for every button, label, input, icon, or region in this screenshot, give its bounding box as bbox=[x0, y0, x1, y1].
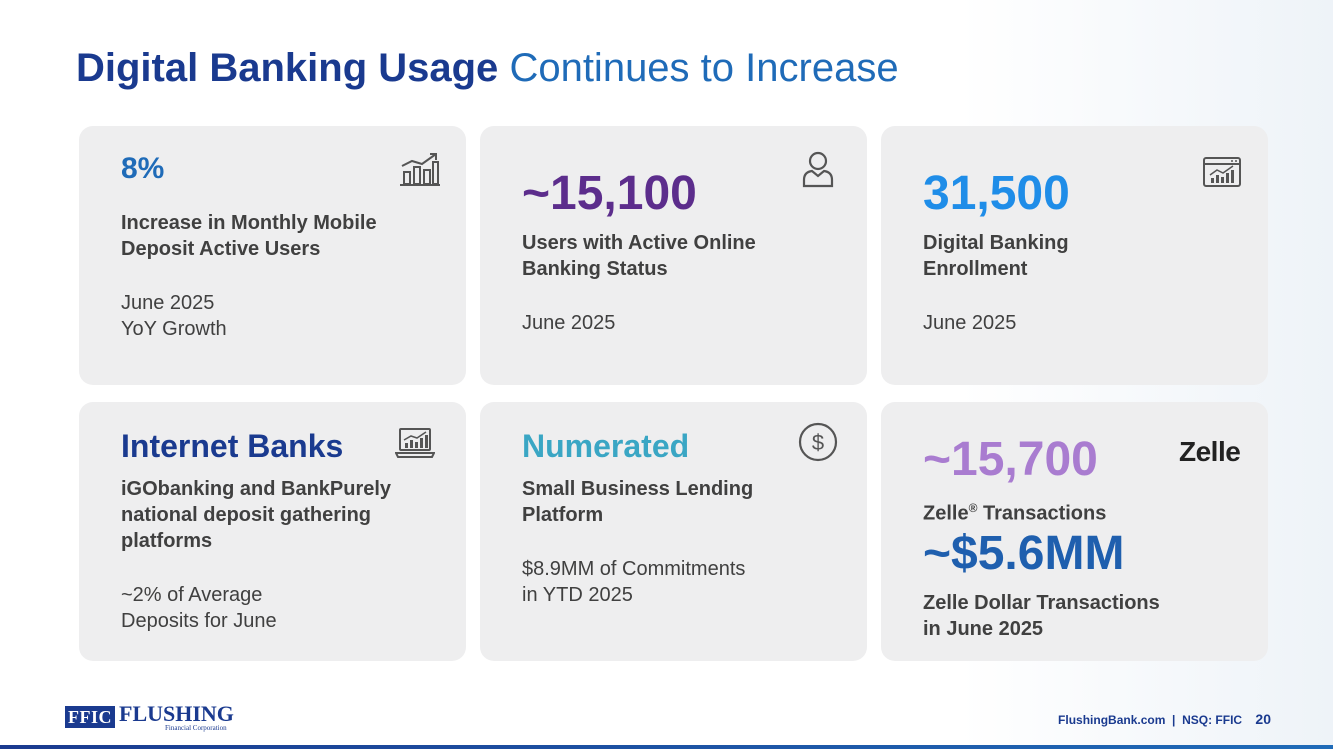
stat-value: Internet Banks bbox=[121, 428, 344, 464]
card-mobile-deposit: 8% Increase in Monthly Mobile Deposit Ac… bbox=[79, 126, 466, 385]
stat-value: Numerated bbox=[522, 428, 690, 464]
stat-sub: June 2025 YoY Growth bbox=[121, 292, 227, 340]
user-icon bbox=[802, 151, 834, 188]
svg-text:$: $ bbox=[812, 430, 824, 455]
stat-label: Increase in Monthly Mobile Deposit Activ… bbox=[121, 212, 377, 260]
stat-label: Users with Active Online Banking Status bbox=[522, 232, 756, 280]
page-title: Digital Banking Usage Continues to Incre… bbox=[76, 44, 899, 92]
dollar-circle-icon: $ bbox=[798, 422, 838, 462]
stat-label: Zelle® Transactions bbox=[923, 501, 1107, 525]
logo-ffic: FFIC bbox=[65, 706, 115, 728]
stat-value: 8% bbox=[121, 152, 165, 185]
bottom-accent-bar bbox=[0, 745, 1333, 749]
zelle-logo: Zelle bbox=[1179, 436, 1241, 467]
page-number: 20 bbox=[1255, 711, 1271, 727]
card-numerated: Numerated $ Small Business Lending Platf… bbox=[480, 402, 867, 661]
card-internet-banks: Internet Banks iGObanking and BankPurely… bbox=[79, 402, 466, 661]
stat-value: ~15,700 bbox=[923, 433, 1098, 486]
title-light: Continues to Increase bbox=[509, 46, 899, 90]
footer-site: FlushingBank.com | NSQ: FFIC bbox=[1058, 713, 1243, 727]
title-bold: Digital Banking Usage bbox=[76, 46, 499, 90]
stat-label: Small Business Lending Platform bbox=[522, 478, 754, 526]
stat-sub: June 2025 bbox=[923, 312, 1017, 334]
stat-label: iGObanking and BankPurely national depos… bbox=[121, 478, 392, 552]
card-digital-enrollment: 31,500 Digital Banking Enrollment June 2… bbox=[881, 126, 1268, 385]
laptop-chart-icon bbox=[395, 428, 435, 458]
browser-analytics-icon bbox=[1203, 157, 1241, 187]
logo-tagline: Financial Corporation bbox=[165, 724, 227, 732]
stat-label: Digital Banking Enrollment bbox=[923, 232, 1069, 280]
stat-sub: ~2% of Average Deposits for June bbox=[121, 584, 277, 632]
stat-label-secondary: Zelle Dollar Transactions in June 2025 bbox=[923, 592, 1160, 640]
card-online-banking: ~15,100 Users with Active Online Banking… bbox=[480, 126, 867, 385]
logo-name: FLUSHING bbox=[119, 701, 234, 726]
card-zelle: ~15,700 Zelle Zelle® Transactions ~$5.6M… bbox=[881, 402, 1268, 661]
stat-sub: $8.9MM of Commitments in YTD 2025 bbox=[522, 558, 746, 606]
footer-info: FlushingBank.com | NSQ: FFIC 20 bbox=[1058, 711, 1271, 727]
stat-sub: June 2025 bbox=[522, 312, 616, 334]
stat-value: 31,500 bbox=[923, 167, 1070, 220]
stat-value-secondary: ~$5.6MM bbox=[923, 527, 1125, 580]
growth-chart-icon bbox=[400, 153, 440, 186]
stat-value: ~15,100 bbox=[522, 167, 697, 220]
